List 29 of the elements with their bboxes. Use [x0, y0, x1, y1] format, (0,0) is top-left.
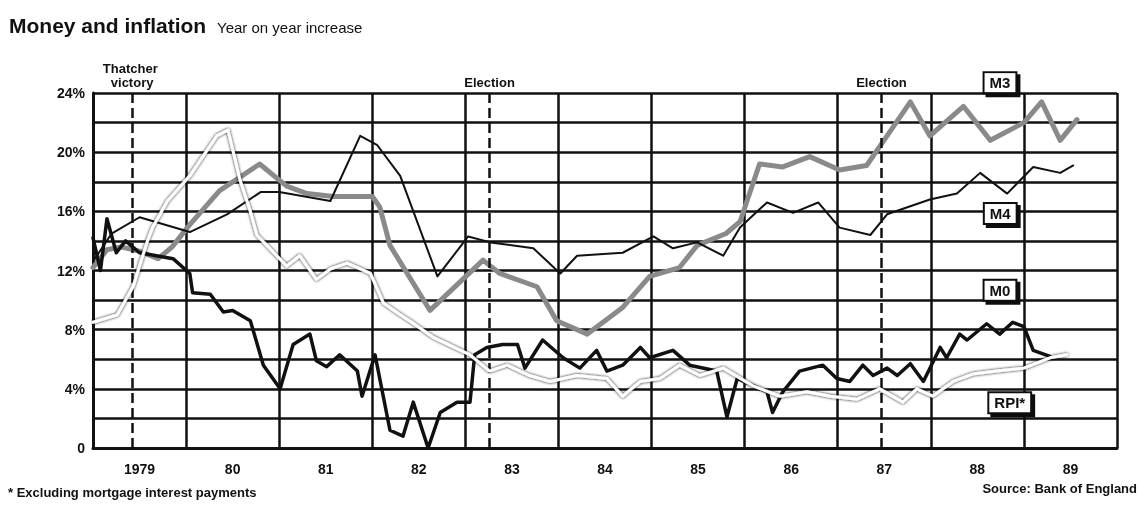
ref-line-label: Election — [464, 74, 515, 90]
y-tick-label: 12% — [56, 262, 86, 279]
x-tick-label: 80 — [224, 461, 241, 477]
x-tick-label: 1979 — [123, 461, 156, 477]
y-tick-label: 24% — [56, 85, 86, 101]
x-tick-label: 83 — [504, 461, 520, 477]
chart-title: Money and inflation — [9, 14, 207, 37]
series-label: RPI* — [994, 394, 1026, 412]
text: * Excluding mortgage interest payments — [8, 485, 257, 500]
x-tick-label: 85 — [690, 461, 707, 477]
y-tick-label: 20% — [56, 144, 86, 161]
x-tick-label: 87 — [876, 461, 893, 477]
ref-line-label: Thatcher victory — [102, 60, 162, 90]
y-tick-label: 0 — [77, 440, 86, 456]
y-tick-label: 8% — [64, 321, 86, 338]
x-tick-label: 84 — [597, 461, 613, 477]
y-tick-label: 4% — [64, 380, 86, 397]
series-label: M3 — [989, 74, 1011, 92]
y-tick-label: 16% — [56, 203, 86, 220]
series-label: M0 — [989, 281, 1011, 299]
chart-subtitle: Year on year increase — [217, 19, 363, 36]
x-tick-label: 82 — [411, 461, 427, 477]
series-label: M4 — [989, 204, 1012, 222]
x-tick-label: 88 — [969, 461, 986, 477]
ref-line-label: Election — [856, 74, 907, 90]
x-tick-label: 81 — [317, 461, 334, 477]
x-tick-label: 86 — [783, 461, 800, 477]
x-tick-label: 89 — [1062, 461, 1079, 477]
source-note: Source: Bank of England — [982, 481, 1138, 496]
